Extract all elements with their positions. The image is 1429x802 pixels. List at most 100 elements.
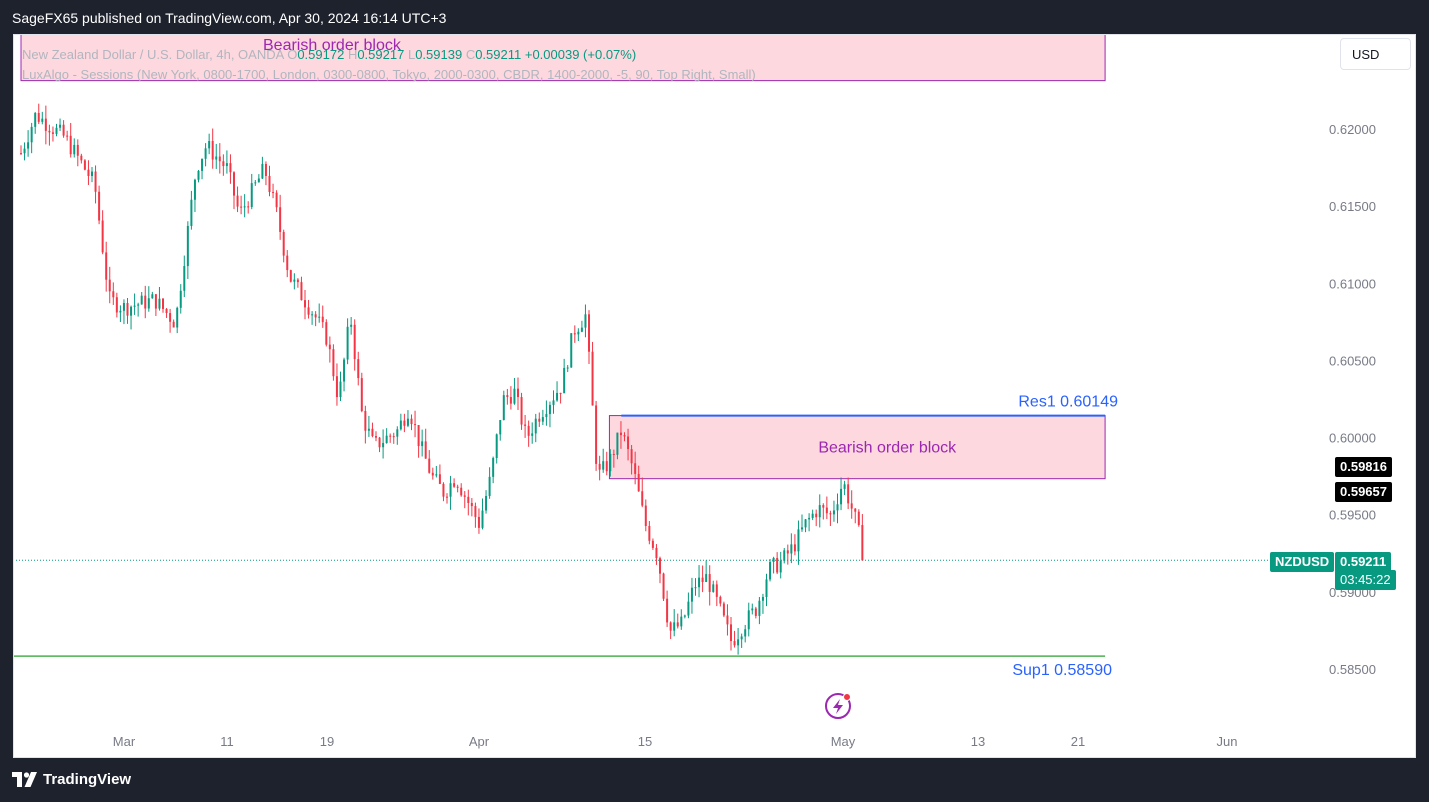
candle-body: [119, 310, 122, 313]
candle-down: [659, 556, 661, 584]
candle-up: [563, 358, 566, 394]
candle-up: [783, 547, 786, 564]
candle-body: [165, 308, 168, 314]
candle-body: [137, 304, 140, 306]
candle-body: [772, 557, 775, 562]
candle-body: [23, 148, 26, 154]
candle-body: [847, 484, 850, 504]
candle-down: [264, 161, 267, 186]
candle-down: [627, 428, 630, 461]
bottom-bar: TradingView: [0, 758, 1429, 802]
candle-up: [254, 179, 257, 186]
order-block-zones: Bearish order block Bearish order block: [20, 34, 1106, 480]
candle-up: [385, 428, 388, 444]
candle-body: [417, 425, 420, 447]
candle-up: [449, 475, 452, 510]
replay-lightning-icon: [825, 693, 851, 719]
overlays: [13, 34, 1416, 758]
candle-down: [233, 171, 235, 210]
candle-body: [325, 322, 328, 345]
candle-body: [112, 291, 115, 298]
candle-down: [598, 455, 601, 481]
candle-up: [747, 602, 750, 637]
candle-body: [563, 367, 566, 394]
candle-up: [133, 293, 136, 315]
candle-down: [115, 292, 118, 318]
candle-body: [314, 314, 317, 318]
candle-up: [23, 142, 26, 161]
candle-body: [477, 516, 480, 528]
candle-body: [122, 303, 125, 311]
candle-down: [428, 450, 431, 474]
candle-down: [467, 489, 470, 516]
candle-body: [144, 295, 147, 309]
candle-up: [140, 292, 143, 305]
last-price-label: 0.59211: [1335, 552, 1392, 572]
candle-up: [801, 514, 803, 532]
support-label: Sup1 0.58590: [1012, 662, 1112, 679]
candle-up: [27, 130, 30, 157]
candle-up: [502, 390, 505, 421]
candle-body: [637, 473, 640, 492]
candle-body: [254, 182, 257, 184]
candle-body: [570, 333, 573, 368]
candle-body: [832, 510, 835, 515]
candle-body: [634, 463, 637, 474]
candle-down: [733, 630, 736, 648]
candle-down: [37, 103, 40, 125]
candle-body: [765, 579, 768, 597]
currency-button[interactable]: USD: [1340, 38, 1411, 70]
candle-body: [332, 349, 335, 377]
candle-body: [857, 511, 860, 526]
candle-down: [98, 185, 101, 225]
candle-down: [108, 266, 111, 304]
candle-body: [424, 441, 427, 459]
candle-body: [690, 587, 693, 602]
candle-down: [403, 413, 406, 433]
candle-body: [169, 313, 172, 322]
candle-body: [673, 622, 676, 631]
x-tick-label: Jun: [1217, 734, 1238, 749]
bar-countdown: 03:45:22: [1335, 570, 1396, 590]
candle-up: [712, 580, 715, 593]
tradingview-logo[interactable]: TradingView: [12, 771, 131, 788]
candle-up: [257, 174, 260, 183]
candle-down: [701, 565, 704, 593]
candle-body: [648, 525, 651, 541]
symbol-tag: NZDUSD: [1270, 552, 1335, 572]
price-chart[interactable]: Bearish order block Bearish order block R…: [13, 34, 1416, 758]
candle-down: [588, 310, 590, 364]
candle-up: [204, 143, 207, 167]
candle-down: [637, 465, 640, 492]
candle-body: [382, 442, 385, 448]
candle-body: [27, 142, 30, 149]
candle-up: [485, 490, 488, 514]
candle-up: [779, 551, 782, 579]
candle-up: [190, 190, 193, 230]
candle-body: [275, 192, 278, 208]
candle-up: [250, 173, 253, 210]
candle-up: [215, 143, 218, 169]
candle-body: [41, 118, 44, 122]
candle-down: [389, 433, 392, 443]
candle-down: [605, 451, 608, 476]
candle-body: [559, 392, 562, 394]
candle-body: [257, 178, 260, 183]
candle-body: [769, 561, 772, 580]
chart-pane[interactable]: Bearish order block Bearish order block R…: [13, 34, 1416, 758]
candle-down: [357, 351, 360, 386]
candle-up: [130, 305, 133, 330]
candle-body: [367, 428, 370, 431]
candle-body: [328, 344, 331, 350]
candle-up: [584, 304, 587, 338]
candle-up: [616, 432, 619, 460]
candle-body: [69, 135, 72, 155]
candle-body: [793, 544, 796, 552]
candle-body: [666, 598, 669, 623]
candle-body: [240, 206, 243, 208]
candle-down: [80, 153, 83, 164]
candle-down: [414, 410, 417, 438]
candle-up: [840, 477, 843, 511]
candle-body: [751, 608, 754, 611]
y-tick-label: 0.61500: [1329, 199, 1376, 214]
